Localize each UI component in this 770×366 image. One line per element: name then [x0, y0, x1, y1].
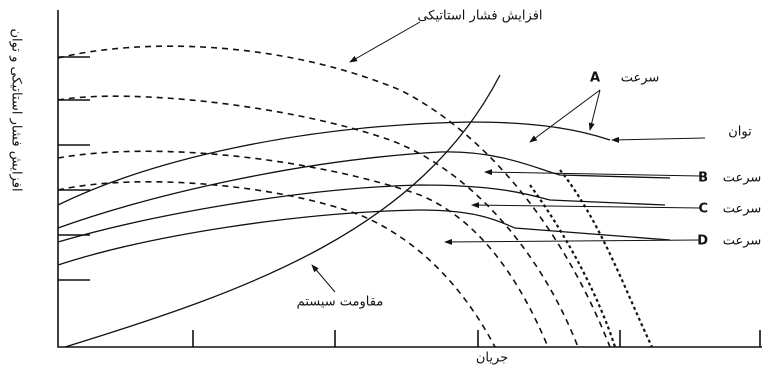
speed-a: A سرعت — [590, 71, 659, 86]
annotation: افزایش فشار استاتیکی — [417, 9, 542, 24]
y-axis-label: افزایش فشار استاتیکی و توان — [9, 28, 24, 191]
speed-letter: C — [698, 202, 708, 217]
pointers — [311, 21, 706, 293]
power-label: توان — [728, 125, 752, 140]
speed-b: B سرعت — [698, 171, 761, 186]
speed-letter: B — [698, 171, 708, 186]
axes — [57, 10, 762, 348]
speed-arcs — [529, 169, 653, 348]
system-resistance-label: مقاومت سیستم — [297, 295, 384, 310]
speed-d: D سرعت — [697, 234, 761, 249]
speed-word: سرعت — [723, 171, 762, 186]
speed-word: سرعت — [621, 71, 660, 86]
power-curves — [57, 74, 671, 348]
speed-letter: D — [697, 234, 708, 249]
x-axis-label: جریان — [476, 351, 508, 366]
speed-word: سرعت — [723, 202, 762, 217]
speed-letter: A — [590, 71, 600, 86]
speed-c: C سرعت — [698, 202, 761, 217]
system-resistance-curve — [64, 74, 501, 348]
speed-word: سرعت — [723, 234, 762, 249]
